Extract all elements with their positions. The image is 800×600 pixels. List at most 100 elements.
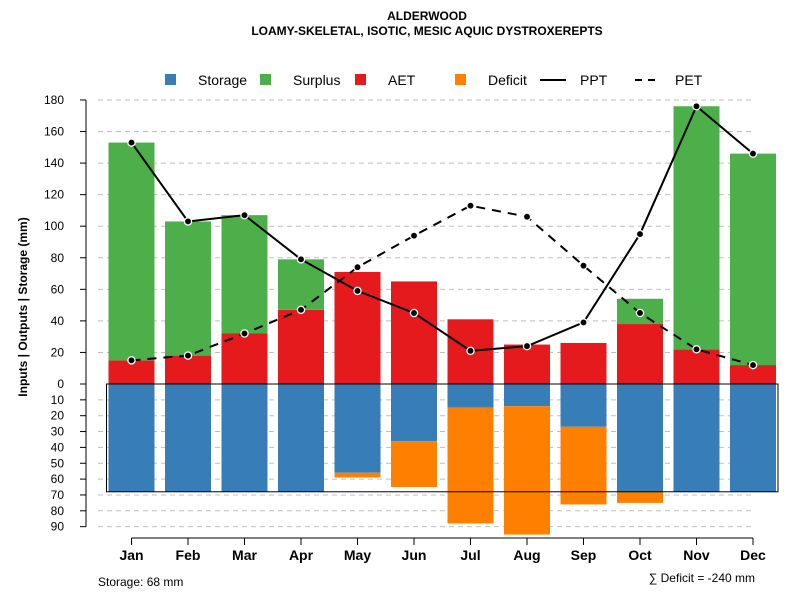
pet-point xyxy=(240,329,249,338)
y-tick-label: 40 xyxy=(51,440,65,454)
y-tick-label: 100 xyxy=(44,219,64,233)
deficit-bar xyxy=(334,472,381,478)
y-tick-label: 20 xyxy=(51,409,65,423)
x-tick-label: Jan xyxy=(119,547,143,563)
surplus-bar xyxy=(221,215,268,334)
pet-point xyxy=(466,201,475,210)
y-tick-label: 80 xyxy=(51,251,65,265)
pet-point xyxy=(296,305,306,315)
legend-swatch xyxy=(165,74,176,85)
x-tick-label: Jul xyxy=(460,547,480,563)
y-tick-label: 60 xyxy=(51,472,65,486)
storage-bar xyxy=(617,384,663,492)
chart-subtitle: LOAMY-SKELETAL, ISOTIC, MESIC AQUIC DYST… xyxy=(251,24,602,38)
y-tick-label: 0 xyxy=(57,377,64,391)
ppt-point xyxy=(127,138,136,147)
x-tick-label: Nov xyxy=(683,547,710,563)
ppt-point xyxy=(296,255,306,264)
pet-point xyxy=(748,360,758,370)
pet-point xyxy=(692,345,701,354)
y-tick-label: 180 xyxy=(44,93,64,107)
y-tick-label: 30 xyxy=(51,425,65,439)
surplus-bar xyxy=(108,142,155,361)
aet-bar xyxy=(673,349,720,384)
legend-label: PET xyxy=(675,72,703,88)
ppt-point xyxy=(409,308,419,318)
storage-bar xyxy=(221,384,268,492)
storage-bar xyxy=(447,384,494,408)
series-lines xyxy=(127,102,758,370)
ppt-point xyxy=(353,286,362,296)
pet-line xyxy=(131,204,754,367)
deficit-bar xyxy=(504,406,550,535)
axes: 0204060801001201401601801020304050607080… xyxy=(44,93,766,563)
deficit-bar xyxy=(447,407,494,524)
y-tick-label: 120 xyxy=(44,188,64,202)
surplus-bar xyxy=(278,259,324,310)
y-tick-label: 160 xyxy=(44,125,64,139)
y-tick-label: 20 xyxy=(51,345,65,359)
storage-bar xyxy=(730,384,776,492)
x-tick-label: Oct xyxy=(628,547,652,563)
storage-capacity-box xyxy=(106,383,779,493)
y-tick-label: 70 xyxy=(51,488,65,502)
ppt-point xyxy=(748,149,758,158)
y-tick-label: 80 xyxy=(51,504,65,518)
y-tick-label: 50 xyxy=(51,456,65,470)
pet-point xyxy=(127,356,136,365)
storage-bar xyxy=(278,384,324,492)
storage-bar xyxy=(391,384,437,442)
legend-label: Deficit xyxy=(488,72,527,88)
ppt-point xyxy=(522,341,532,351)
aet-bar xyxy=(165,355,211,384)
aet-bar xyxy=(108,360,155,384)
x-tick-label: Aug xyxy=(513,547,540,563)
y-axis-label: Inputs | Outputs | Storage (mm) xyxy=(16,217,30,396)
aet-bar xyxy=(617,324,663,384)
deficit-bar xyxy=(560,426,607,505)
legend-swatch xyxy=(455,74,466,85)
ppt-point xyxy=(579,318,588,327)
ppt-point xyxy=(183,217,193,226)
aet-bar xyxy=(730,365,776,384)
storage-bar xyxy=(504,384,550,407)
aet-bar xyxy=(221,333,268,384)
chart-title: ALDERWOOD xyxy=(387,9,467,23)
legend-label: Surplus xyxy=(293,72,340,88)
pet-point xyxy=(353,262,362,272)
bars xyxy=(108,106,776,535)
x-tick-label: Dec xyxy=(740,547,766,563)
storage-bar xyxy=(334,384,381,473)
storage-bar xyxy=(165,384,211,492)
ppt-point xyxy=(692,102,701,111)
pet-point xyxy=(579,261,588,270)
storage-bar xyxy=(673,384,720,492)
x-tick-label: Mar xyxy=(232,547,257,563)
legend-label: AET xyxy=(388,72,416,88)
storage-bar xyxy=(560,384,607,427)
x-tick-label: Feb xyxy=(176,547,201,563)
storage-note: Storage: 68 mm xyxy=(98,575,183,589)
surplus-bar xyxy=(730,153,776,366)
ppt-point xyxy=(635,229,645,239)
aet-bar xyxy=(560,342,607,384)
y-tick-label: 60 xyxy=(51,282,65,296)
x-tick-label: Jun xyxy=(402,547,427,563)
legend: Storage Surplus AET Deficit PPT PET xyxy=(165,72,703,88)
x-tick-label: Sep xyxy=(571,547,597,563)
surplus-bar xyxy=(673,106,720,350)
legend-label: Storage xyxy=(198,72,247,88)
x-tick-label: Apr xyxy=(289,547,314,563)
storage-frame xyxy=(106,383,779,493)
ppt-point xyxy=(466,346,475,356)
ppt-point xyxy=(240,210,249,220)
ppt-line xyxy=(130,104,754,352)
y-tick-label: 90 xyxy=(51,520,65,534)
aet-bar xyxy=(391,281,437,384)
y-tick-label: 10 xyxy=(51,393,65,407)
y-tick-label: 40 xyxy=(51,314,65,328)
deficit-bar xyxy=(391,441,437,488)
pet-point xyxy=(183,351,193,360)
surplus-bar xyxy=(165,221,211,356)
